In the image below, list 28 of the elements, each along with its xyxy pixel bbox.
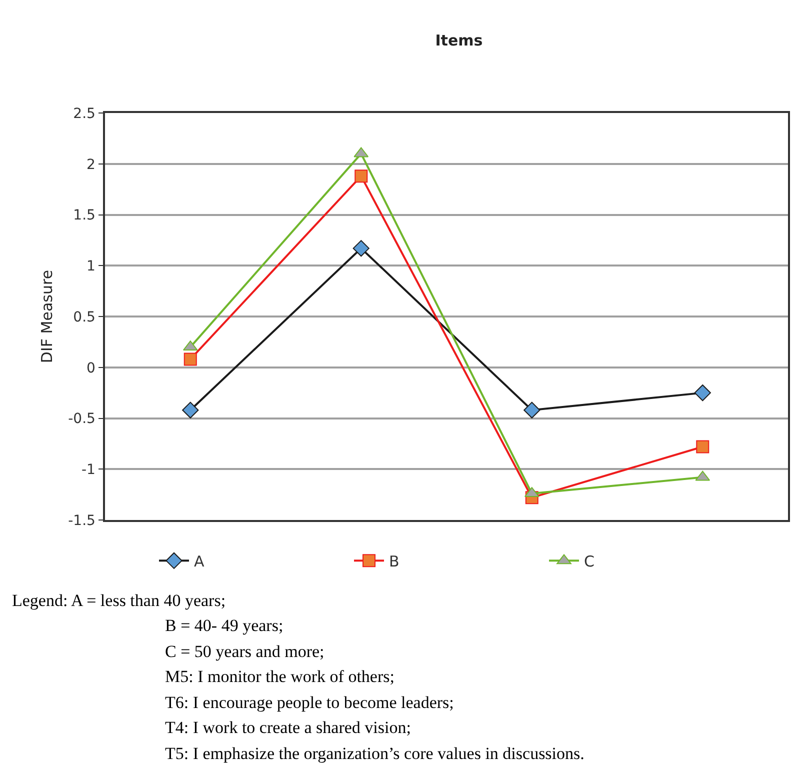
y-tick-label: -1.5	[68, 512, 96, 529]
y-tick-label: -0.5	[68, 411, 96, 428]
y-tick-label: 2	[86, 156, 96, 173]
text: T5: I emphasize the organization’s core values in discussions.	[165, 744, 584, 763]
legend-label: A	[194, 552, 205, 571]
y-tick-label: 0	[86, 360, 96, 376]
point	[694, 384, 711, 402]
text: C = 50 years and more;	[165, 642, 324, 661]
text: B = 40- 49 years;	[165, 616, 284, 635]
legend-label: B	[389, 552, 400, 571]
point	[524, 402, 540, 418]
text: T4: I work to create a shared vision;	[165, 718, 411, 737]
legend-label: C	[584, 552, 594, 571]
y-tick-label: -1	[81, 462, 96, 478]
point	[354, 170, 368, 183]
point	[184, 352, 197, 366]
chart-title: Items	[435, 31, 483, 50]
y-tick-label: 1	[86, 258, 96, 275]
text: Legend: A = less than 40 years;	[12, 591, 226, 610]
point	[352, 240, 370, 257]
y-tick-label: 1.5	[73, 208, 96, 224]
y-tick-label: 2.5	[73, 106, 96, 122]
text: T6: I encourage people to become leaders;	[165, 693, 454, 712]
text: M5: I monitor the work of others;	[165, 667, 394, 686]
point	[182, 402, 199, 418]
y-axis-title: DIF Measure	[38, 270, 56, 364]
point	[696, 440, 710, 454]
y-tick-label: 0.5	[73, 309, 96, 326]
